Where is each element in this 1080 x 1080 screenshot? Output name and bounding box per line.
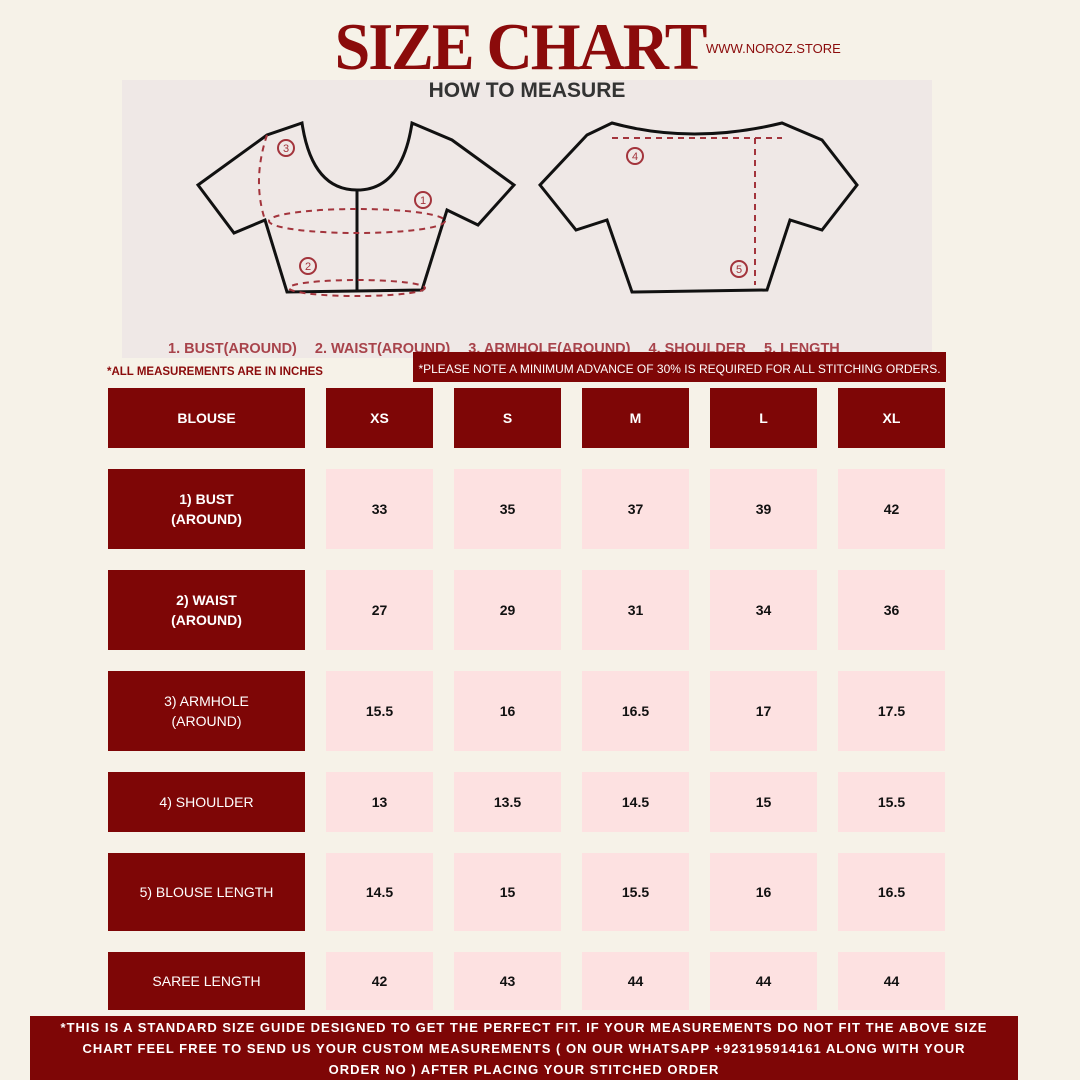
legend-bust: 1. BUST(AROUND): [168, 341, 297, 357]
measurement-cell: 27: [326, 570, 433, 650]
blouse-diagram: 1 2 3 4 5: [195, 120, 859, 297]
row-label: 5) BLOUSE LENGTH: [108, 853, 305, 931]
measurement-cell: 14.5: [582, 772, 689, 832]
marker-2: 2: [305, 261, 311, 273]
footer-line: *THIS IS A STANDARD SIZE GUIDE DESIGNED …: [60, 1020, 988, 1035]
row-label: SAREE LENGTH: [108, 952, 305, 1010]
measurement-cell: 13.5: [454, 772, 561, 832]
units-note: *ALL MEASUREMENTS ARE IN INCHES: [107, 366, 323, 378]
measurement-cell: 16.5: [582, 671, 689, 751]
measurement-cell: 44: [838, 952, 945, 1010]
marker-3: 3: [283, 143, 289, 155]
marker-5: 5: [736, 264, 742, 276]
how-to-measure-title: HOW TO MEASURE: [428, 79, 626, 102]
row-label: 2) WAIST (AROUND): [108, 570, 305, 650]
row-label-line: 5) BLOUSE LENGTH: [139, 884, 274, 900]
row-label: 1) BUST (AROUND): [108, 469, 305, 549]
measurement-cell: 39: [710, 469, 817, 549]
row-label-line: SAREE LENGTH: [152, 973, 261, 989]
how-to-measure-panel: HOW TO MEASURE 1 2 3 4 5 1. BUST(AROUND)…: [122, 79, 932, 358]
page-title: SIZE CHART: [334, 9, 708, 84]
size-header: XL: [838, 388, 945, 448]
row-label-line: 2) WAIST: [176, 592, 237, 608]
measurement-cell: 34: [710, 570, 817, 650]
measurement-cell: 13: [326, 772, 433, 832]
measurement-cell: 44: [710, 952, 817, 1010]
blouse-front-outline: [195, 120, 517, 294]
measurement-cell: 15: [710, 772, 817, 832]
size-header: M: [582, 388, 689, 448]
marker-4: 4: [632, 151, 638, 163]
measurement-cell: 14.5: [326, 853, 433, 931]
advance-note: *PLEASE NOTE A MINIMUM ADVANCE OF 30% IS…: [413, 352, 946, 382]
size-header: L: [710, 388, 817, 448]
measurement-cell: 15.5: [838, 772, 945, 832]
blouse-header: BLOUSE: [108, 388, 305, 448]
row-label-line: 3) ARMHOLE: [164, 693, 249, 709]
measurement-cell: 16.5: [838, 853, 945, 931]
measurement-cell: 15.5: [326, 671, 433, 751]
row-label: 4) SHOULDER: [108, 772, 305, 832]
row-label-line: 4) SHOULDER: [159, 794, 254, 810]
row-label-line: 1) BUST: [179, 491, 234, 507]
measurement-cell: 42: [326, 952, 433, 1010]
measurement-cell: 42: [838, 469, 945, 549]
measurement-cell: 16: [710, 853, 817, 931]
footer-line: CHART FEEL FREE TO SEND US YOUR CUSTOM M…: [82, 1041, 966, 1056]
measurement-cell: 35: [454, 469, 561, 549]
footer-note: *THIS IS A STANDARD SIZE GUIDE DESIGNED …: [30, 1016, 1018, 1080]
marker-1: 1: [420, 195, 426, 207]
row-label: 3) ARMHOLE (AROUND): [108, 671, 305, 751]
footer-line: ORDER NO ) AFTER PLACING YOUR STITCHED O…: [328, 1062, 720, 1077]
measurement-cell: 16: [454, 671, 561, 751]
measurement-cell: 17: [710, 671, 817, 751]
measurement-cell: 31: [582, 570, 689, 650]
row-label-line: (AROUND): [171, 511, 242, 527]
measurement-cell: 33: [326, 469, 433, 549]
measurement-cell: 37: [582, 469, 689, 549]
measurement-cell: 15: [454, 853, 561, 931]
size-header: XS: [326, 388, 433, 448]
measurement-cell: 43: [454, 952, 561, 1010]
measurement-cell: 15.5: [582, 853, 689, 931]
measurement-cell: 44: [582, 952, 689, 1010]
measurement-cell: 29: [454, 570, 561, 650]
website-link[interactable]: WWW.NOROZ.STORE: [706, 41, 841, 56]
measurement-cell: 17.5: [838, 671, 945, 751]
row-label-line: (AROUND): [171, 713, 242, 729]
row-label-line: (AROUND): [171, 612, 242, 628]
size-header: S: [454, 388, 561, 448]
blouse-back-outline: [538, 121, 859, 294]
measurement-cell: 36: [838, 570, 945, 650]
